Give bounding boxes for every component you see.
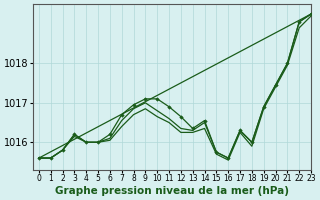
X-axis label: Graphe pression niveau de la mer (hPa): Graphe pression niveau de la mer (hPa) <box>55 186 289 196</box>
